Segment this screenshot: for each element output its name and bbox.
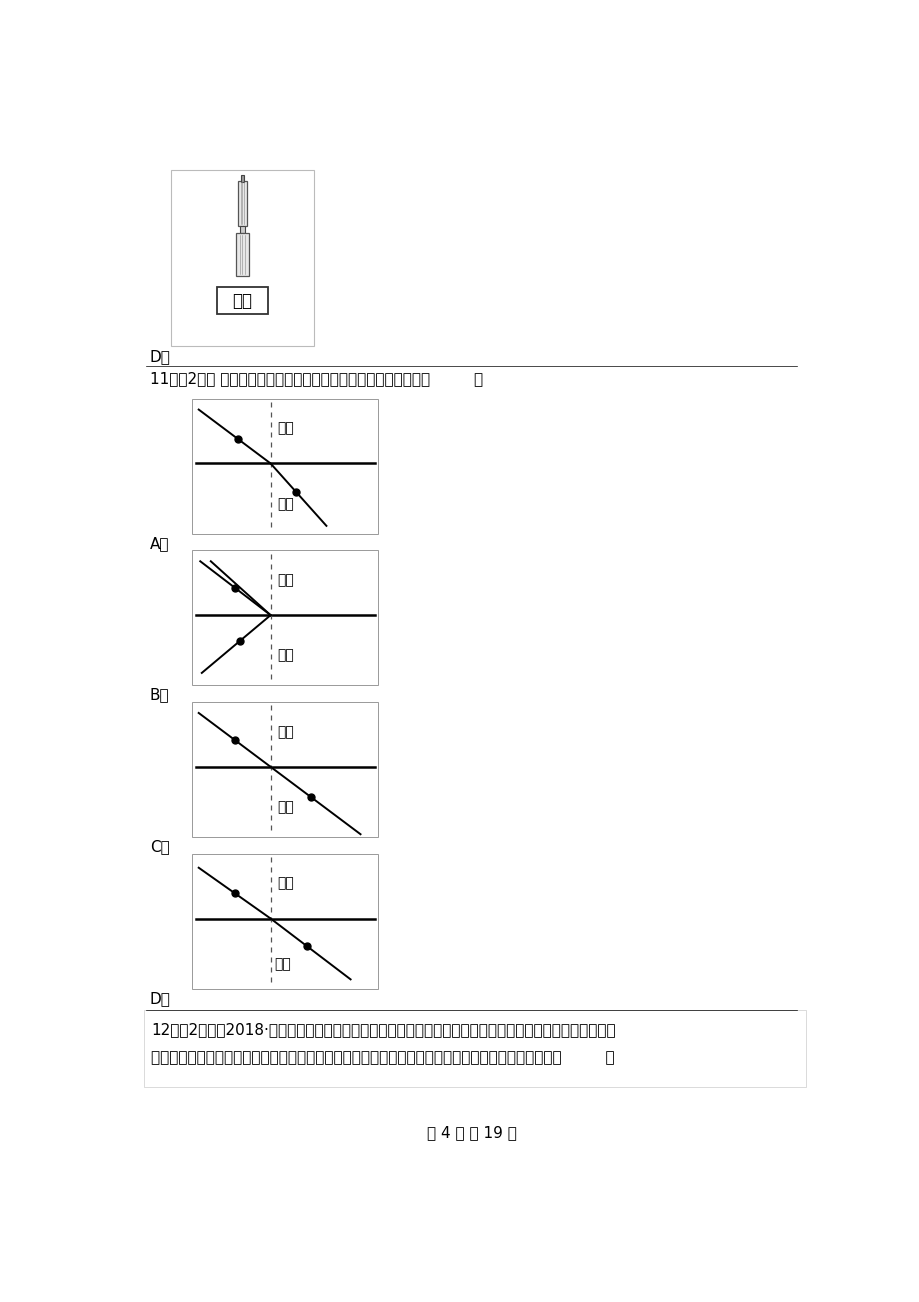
Bar: [238, 181, 247, 225]
Bar: [236, 233, 248, 276]
Text: 玻璃: 玻璃: [277, 801, 293, 814]
Text: C．: C．: [150, 840, 169, 854]
Bar: [192, 551, 378, 685]
Text: 玻璃: 玻璃: [274, 957, 291, 971]
Text: 空气: 空气: [277, 876, 293, 891]
Text: 线圈会带动指针一起偏转。线圈中电流越大，指针偏转角度就越大。关于电流表，下列说法正确的是（         ）: 线圈会带动指针一起偏转。线圈中电流越大，指针偏转角度就越大。关于电流表，下列说法…: [152, 1051, 615, 1065]
Text: 12．（2分）（2018·南谁模拟）如图所示是实验室电流表的内部结构图，处在磁场中的线圈有电流通过时，: 12．（2分）（2018·南谁模拟）如图所示是实验室电流表的内部结构图，处在磁场…: [152, 1022, 616, 1036]
Bar: [240, 225, 244, 233]
Text: D．: D．: [150, 991, 171, 1006]
Bar: [217, 288, 267, 314]
Bar: [192, 854, 378, 988]
Text: 玻璃: 玻璃: [277, 648, 293, 663]
Text: 空气: 空气: [277, 725, 293, 738]
Bar: [192, 398, 378, 534]
Bar: [171, 171, 313, 345]
Text: 玻璃: 玻璃: [277, 497, 293, 510]
Text: B．: B．: [150, 687, 169, 703]
Bar: [143, 1010, 805, 1087]
Text: D．: D．: [150, 349, 171, 363]
Text: 11．（2分） 如图，正确表示了光从空气进入玻璃中的光路图是（         ）: 11．（2分） 如图，正确表示了光从空气进入玻璃中的光路图是（ ）: [150, 371, 482, 387]
Text: 第 4 页 共 19 页: 第 4 页 共 19 页: [426, 1125, 516, 1141]
Text: A．: A．: [150, 536, 169, 551]
Text: 空气: 空气: [277, 573, 293, 587]
Bar: [241, 176, 244, 182]
Text: 空气: 空气: [277, 422, 293, 435]
Bar: [192, 702, 378, 837]
Text: 物体: 物体: [233, 292, 252, 310]
